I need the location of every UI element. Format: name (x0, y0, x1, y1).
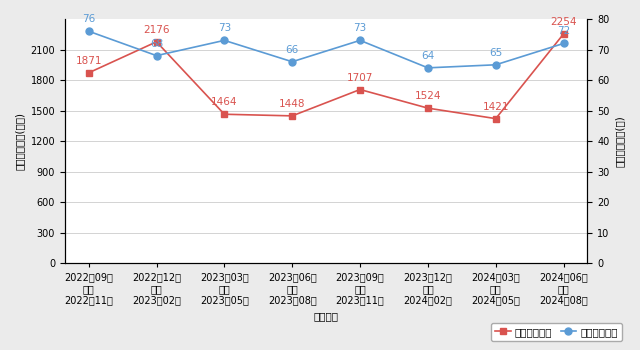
Text: 72: 72 (557, 27, 570, 36)
Line: 平均専有面積: 平均専有面積 (85, 28, 567, 71)
Text: 68: 68 (150, 39, 163, 49)
Text: 73: 73 (353, 23, 367, 33)
Text: 1448: 1448 (279, 99, 305, 109)
Text: 1707: 1707 (347, 72, 373, 83)
平均成約価格 (356, 88, 364, 92)
平均成約価格 (560, 32, 568, 36)
Text: 65: 65 (489, 48, 502, 58)
平均成約価格 (492, 117, 500, 121)
Text: 2176: 2176 (143, 25, 170, 35)
Text: 64: 64 (421, 51, 435, 61)
平均成約価格 (85, 71, 93, 75)
Text: 2254: 2254 (550, 17, 577, 27)
Text: 1464: 1464 (211, 97, 237, 107)
Legend: 平均成約価格, 平均専有面積: 平均成約価格, 平均専有面積 (491, 323, 622, 341)
Y-axis label: 平均専有面積(㎡): 平均専有面積(㎡) (615, 115, 625, 167)
Y-axis label: 平均成約価格(万円): 平均成約価格(万円) (15, 112, 25, 170)
平均成約価格 (289, 114, 296, 118)
X-axis label: 成約年月: 成約年月 (314, 311, 339, 321)
平均成約価格 (221, 112, 228, 116)
平均成約価格 (153, 40, 161, 44)
平均専有面積 (424, 66, 432, 70)
平均専有面積 (560, 41, 568, 46)
Text: 66: 66 (285, 45, 299, 55)
平均専有面積 (356, 38, 364, 42)
平均専有面積 (289, 60, 296, 64)
平均専有面積 (85, 29, 93, 33)
Text: 1871: 1871 (76, 56, 102, 66)
Text: 76: 76 (82, 14, 95, 24)
平均成約価格 (424, 106, 432, 110)
平均専有面積 (492, 63, 500, 67)
平均専有面積 (221, 38, 228, 42)
Text: 1524: 1524 (415, 91, 441, 101)
Line: 平均成約価格: 平均成約価格 (85, 30, 567, 122)
Text: 73: 73 (218, 23, 231, 33)
平均専有面積 (153, 54, 161, 58)
Text: 1421: 1421 (483, 102, 509, 112)
